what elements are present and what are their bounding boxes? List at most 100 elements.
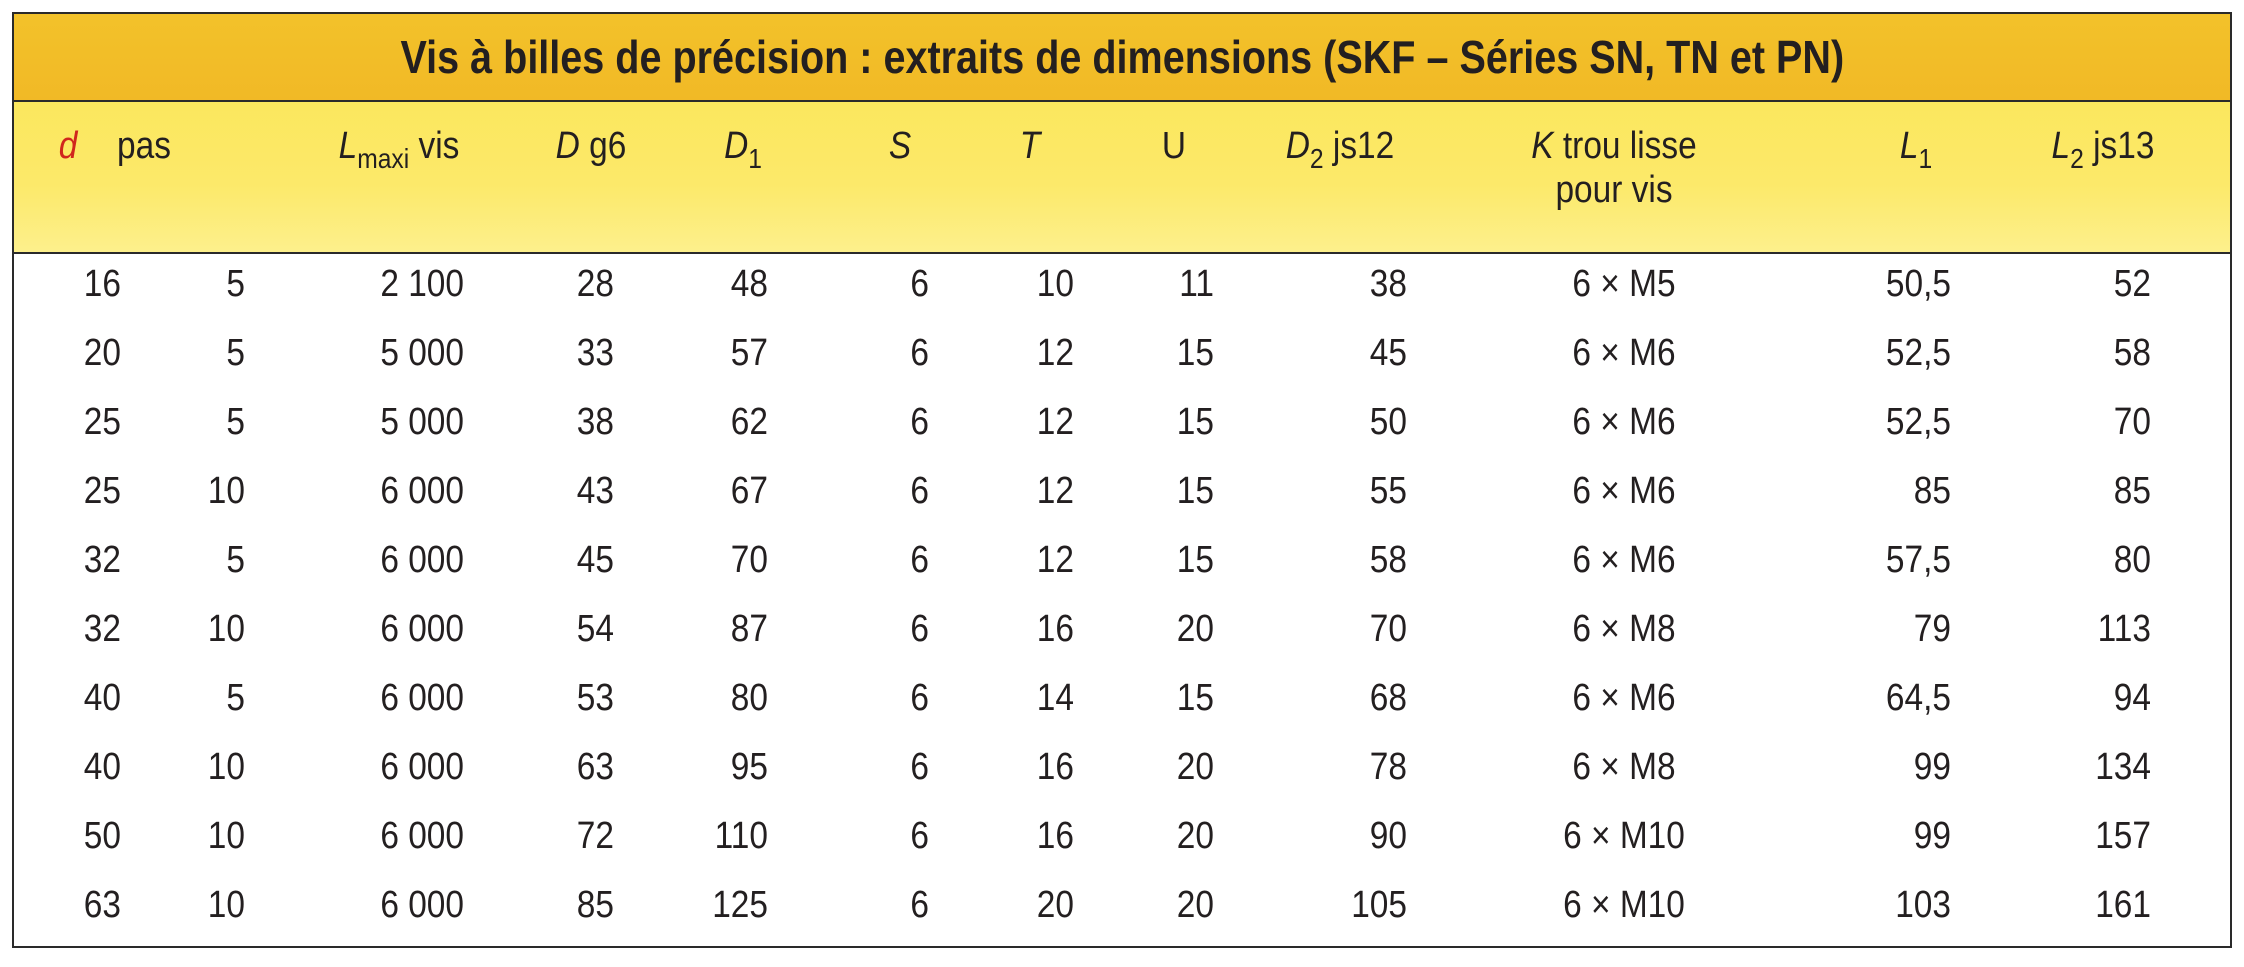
cell-lmaxi: 6 000 — [380, 539, 464, 581]
column-header-u: U — [998, 124, 1350, 168]
dimensions-table: Vis à billes de précision : extraits de … — [12, 12, 2232, 948]
header-symbol: U — [1161, 125, 1187, 167]
cell-dg6: 63 — [576, 746, 614, 788]
cell-dg6: 38 — [576, 401, 614, 443]
cell-lmaxi: 6 000 — [380, 608, 464, 650]
table-row: 32 5 6 000 45 70 6 12 15 58 6 × M6 57,5 80 — [14, 530, 2230, 599]
cell-k: 6 × M8 — [1572, 608, 1676, 650]
cell-u: 20 — [1176, 746, 1214, 788]
cell-d2: 68 — [1369, 677, 1407, 719]
cell-l1: 57,5 — [1885, 539, 1951, 581]
column-header-d1: D1 — [567, 124, 919, 174]
cell-d2: 55 — [1369, 470, 1407, 512]
cell-d: 40 — [83, 677, 121, 719]
cell-d: 63 — [83, 884, 121, 926]
column-header-t: T — [854, 124, 1206, 168]
cell-u: 15 — [1176, 677, 1214, 719]
header-suffix: trou lisse — [1553, 125, 1697, 167]
cell-pas: 10 — [207, 608, 245, 650]
cell-s: 6 — [910, 332, 929, 374]
cell-d1: 62 — [730, 401, 768, 443]
cell-k: 6 × M8 — [1572, 746, 1676, 788]
column-header-l1: L1 — [1740, 124, 2092, 174]
header-subscript: 2 — [2070, 143, 2084, 174]
cell-k: 6 × M6 — [1572, 470, 1676, 512]
cell-d1: 80 — [730, 677, 768, 719]
cell-d: 20 — [83, 332, 121, 374]
cell-pas: 5 — [226, 332, 245, 374]
cell-k: 6 × M6 — [1572, 677, 1676, 719]
cell-d2: 58 — [1369, 539, 1407, 581]
cell-d1: 70 — [730, 539, 768, 581]
cell-dg6: 54 — [576, 608, 614, 650]
header-symbol: L — [338, 125, 358, 167]
cell-d: 40 — [83, 746, 121, 788]
cell-t: 12 — [1036, 470, 1074, 512]
cell-d1: 125 — [712, 884, 768, 926]
cell-dg6: 53 — [576, 677, 614, 719]
cell-lmaxi: 6 000 — [380, 470, 464, 512]
cell-u: 11 — [1179, 263, 1214, 305]
cell-l1: 50,5 — [1885, 263, 1951, 305]
cell-d1: 110 — [714, 815, 768, 857]
cell-pas: 5 — [226, 677, 245, 719]
cell-t: 14 — [1036, 677, 1074, 719]
header-symbol: D — [1285, 125, 1310, 167]
cell-l2: 94 — [2113, 677, 2151, 719]
cell-s: 6 — [910, 746, 929, 788]
cell-d: 25 — [83, 401, 121, 443]
cell-k: 6 × M10 — [1563, 884, 1685, 926]
cell-l1: 103 — [1895, 884, 1951, 926]
cell-s: 6 — [910, 815, 929, 857]
cell-d2: 90 — [1369, 815, 1407, 857]
cell-l2: 80 — [2113, 539, 2151, 581]
cell-lmaxi: 2 100 — [380, 263, 464, 305]
cell-l2: 161 — [2095, 884, 2151, 926]
cell-d1: 87 — [730, 608, 768, 650]
cell-d: 50 — [83, 815, 121, 857]
cell-t: 16 — [1036, 608, 1074, 650]
cell-u: 15 — [1176, 332, 1214, 374]
cell-u: 20 — [1176, 815, 1214, 857]
cell-pas: 10 — [207, 470, 245, 512]
cell-d1: 57 — [730, 332, 768, 374]
cell-t: 10 — [1036, 263, 1074, 305]
column-header-pas: pas — [0, 124, 320, 168]
table-row: 20 5 5 000 33 57 6 12 15 45 6 × M6 52,5 58 — [14, 323, 2230, 392]
column-header-row: d pas Lmaxi vis D g6 D1 S T U D2 js12 K trou liss… — [14, 102, 2230, 254]
cell-l2: 134 — [2095, 746, 2151, 788]
header-subscript: maxi — [357, 143, 410, 174]
cell-u: 15 — [1176, 539, 1214, 581]
cell-d1: 48 — [730, 263, 768, 305]
cell-d2: 78 — [1369, 746, 1407, 788]
cell-dg6: 28 — [576, 263, 614, 305]
cell-d2: 45 — [1369, 332, 1407, 374]
table-title: Vis à billes de précision : extraits de … — [400, 31, 1844, 83]
table-body: 16 5 2 100 28 48 6 10 11 38 6 × M5 50,5 52 20 5 5 000 3… — [14, 254, 2230, 944]
cell-d1: 95 — [730, 746, 768, 788]
header-symbol: T — [1019, 125, 1041, 167]
header-subscript: 1 — [748, 143, 762, 174]
cell-s: 6 — [910, 539, 929, 581]
cell-lmaxi: 6 000 — [380, 884, 464, 926]
cell-d: 16 — [83, 263, 121, 305]
cell-d: 32 — [83, 608, 121, 650]
cell-l1: 99 — [1913, 815, 1951, 857]
cell-l2: 58 — [2113, 332, 2151, 374]
cell-u: 15 — [1176, 470, 1214, 512]
cell-s: 6 — [910, 401, 929, 443]
header-suffix: js13 — [2083, 125, 2155, 167]
header-symbol: d — [58, 125, 78, 167]
cell-pas: 10 — [207, 746, 245, 788]
column-header-k: K trou lisse pour vis — [1438, 124, 1790, 212]
cell-d1: 67 — [730, 470, 768, 512]
cell-s: 6 — [910, 470, 929, 512]
header-symbol: K — [1531, 125, 1554, 167]
header-subscript: 2 — [1309, 143, 1324, 174]
table-row: 40 10 6 000 63 95 6 16 20 78 6 × M8 99 134 — [14, 737, 2230, 806]
cell-l1: 99 — [1913, 746, 1951, 788]
cell-u: 20 — [1176, 608, 1214, 650]
column-header-l2: L2 js13 — [1927, 124, 2244, 174]
cell-t: 12 — [1036, 332, 1074, 374]
cell-d2: 105 — [1351, 884, 1407, 926]
